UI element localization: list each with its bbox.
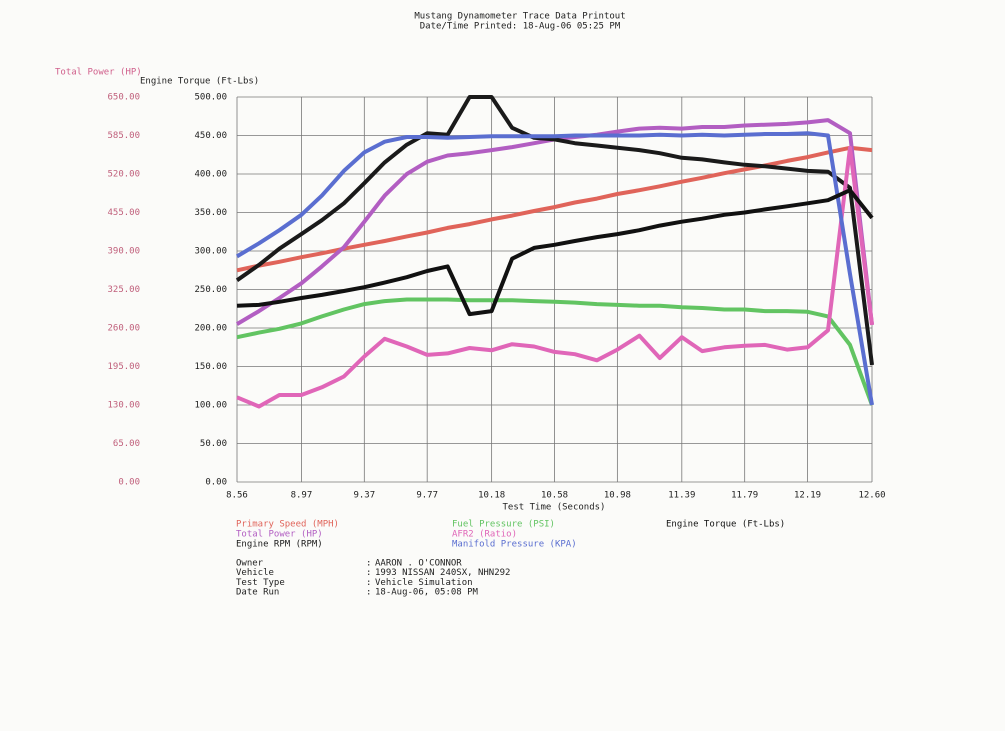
x-tick-label: 10.98 bbox=[604, 491, 631, 501]
y-tick-label: 650.00 bbox=[107, 93, 140, 103]
y-tick-label: 390.00 bbox=[107, 247, 140, 257]
y2-tick-label: 350.00 bbox=[194, 208, 227, 218]
info-label: Date Run bbox=[236, 588, 279, 598]
info-label: Owner bbox=[236, 559, 264, 569]
y-axis-label: Total Power (HP) bbox=[55, 68, 142, 78]
legend-entry: Primary Speed (MPH) bbox=[236, 520, 339, 530]
y-tick-label: 195.00 bbox=[107, 362, 140, 372]
legend-entry: Engine Torque (Ft-Lbs) bbox=[666, 520, 785, 530]
y2-tick-label: 400.00 bbox=[194, 170, 227, 180]
series-line bbox=[236, 145, 874, 409]
legend-entry: Manifold Pressure (KPA) bbox=[452, 540, 577, 550]
x-tick-label: 10.18 bbox=[478, 491, 505, 501]
x-tick-label: 8.97 bbox=[291, 491, 313, 501]
legend-entry: Fuel Pressure (PSI) bbox=[452, 520, 555, 530]
y2-tick-label: 100.00 bbox=[194, 401, 227, 411]
x-tick-label: 12.60 bbox=[858, 491, 885, 501]
y-tick-label: 325.00 bbox=[107, 285, 140, 295]
y-tick-label: 260.00 bbox=[107, 324, 140, 334]
y2-tick-label: 450.00 bbox=[194, 131, 227, 141]
y-tick-label: 585.00 bbox=[107, 131, 140, 141]
info-colon: : bbox=[366, 578, 371, 588]
info-label: Vehicle bbox=[236, 568, 274, 578]
y-tick-label: 455.00 bbox=[107, 208, 140, 218]
y2-tick-label: 200.00 bbox=[194, 324, 227, 334]
legend-entry: Total Power (HP) bbox=[236, 530, 323, 540]
x-tick-label: 9.77 bbox=[416, 491, 438, 501]
y2-tick-label: 300.00 bbox=[194, 247, 227, 257]
x-tick-label: 12.19 bbox=[794, 491, 821, 501]
info-value: Vehicle Simulation bbox=[375, 578, 473, 588]
y2-tick-label: 500.00 bbox=[194, 93, 227, 103]
x-tick-label: 8.56 bbox=[226, 491, 248, 501]
x-tick-label: 9.37 bbox=[353, 491, 375, 501]
x-tick-label: 11.39 bbox=[668, 491, 695, 501]
x-axis-label: Test Time (Seconds) bbox=[503, 503, 606, 513]
info-value: 18-Aug-06, 05:08 PM bbox=[375, 588, 479, 598]
info-value: 1993 NISSAN 240SX, NHN292 bbox=[375, 568, 510, 578]
info-label: Test Type bbox=[236, 578, 285, 588]
x-tick-label: 10.58 bbox=[541, 491, 568, 501]
y2-tick-label: 50.00 bbox=[200, 439, 227, 449]
series-line bbox=[235, 131, 874, 406]
y-tick-label: 130.00 bbox=[107, 401, 140, 411]
y2-axis-label: Engine Torque (Ft-Lbs) bbox=[140, 77, 259, 87]
legend-entry: Engine RPM (RPM) bbox=[236, 540, 323, 550]
y-tick-label: 520.00 bbox=[107, 170, 140, 180]
y2-tick-label: 250.00 bbox=[194, 285, 227, 295]
y-tick-label: 0.00 bbox=[118, 478, 140, 488]
info-colon: : bbox=[366, 568, 371, 578]
chart-subtitle: Date/Time Printed: 18-Aug-06 05:25 PM bbox=[420, 22, 621, 32]
series-line bbox=[236, 188, 874, 317]
y-tick-label: 65.00 bbox=[113, 439, 140, 449]
series-line bbox=[235, 95, 874, 366]
y2-tick-label: 150.00 bbox=[194, 362, 227, 372]
info-colon: : bbox=[366, 588, 371, 598]
info-value: AARON . O'CONNOR bbox=[375, 559, 462, 569]
y2-tick-label: 0.00 bbox=[205, 478, 227, 488]
legend-entry: AFR2 (Ratio) bbox=[452, 530, 517, 540]
info-colon: : bbox=[366, 559, 371, 569]
chart-title: Mustang Dynamometer Trace Data Printout bbox=[414, 12, 625, 22]
x-tick-label: 11.79 bbox=[731, 491, 758, 501]
series-line bbox=[236, 297, 874, 406]
